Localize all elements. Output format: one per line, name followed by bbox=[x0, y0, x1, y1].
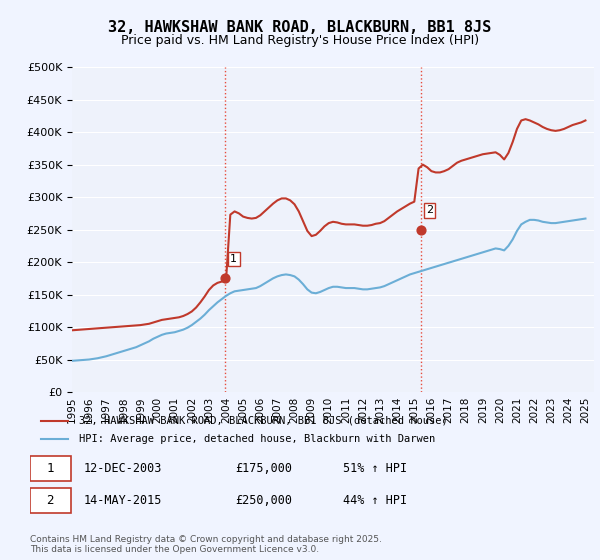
Text: 44% ↑ HPI: 44% ↑ HPI bbox=[343, 494, 407, 507]
Text: Contains HM Land Registry data © Crown copyright and database right 2025.
This d: Contains HM Land Registry data © Crown c… bbox=[30, 535, 382, 554]
FancyBboxPatch shape bbox=[30, 456, 71, 481]
Point bbox=[416, 225, 425, 234]
Text: HPI: Average price, detached house, Blackburn with Darwen: HPI: Average price, detached house, Blac… bbox=[79, 434, 435, 444]
Point bbox=[220, 274, 230, 283]
Text: 51% ↑ HPI: 51% ↑ HPI bbox=[343, 462, 407, 475]
Text: Price paid vs. HM Land Registry's House Price Index (HPI): Price paid vs. HM Land Registry's House … bbox=[121, 34, 479, 46]
Text: 1: 1 bbox=[46, 462, 54, 475]
Text: 1: 1 bbox=[230, 254, 238, 264]
Text: 12-DEC-2003: 12-DEC-2003 bbox=[84, 462, 163, 475]
Text: £175,000: £175,000 bbox=[235, 462, 292, 475]
Text: 2: 2 bbox=[426, 206, 433, 216]
Text: 2: 2 bbox=[46, 494, 54, 507]
Text: 14-MAY-2015: 14-MAY-2015 bbox=[84, 494, 163, 507]
Text: 32, HAWKSHAW BANK ROAD, BLACKBURN, BB1 8JS (detached house): 32, HAWKSHAW BANK ROAD, BLACKBURN, BB1 8… bbox=[79, 416, 448, 426]
Text: 32, HAWKSHAW BANK ROAD, BLACKBURN, BB1 8JS: 32, HAWKSHAW BANK ROAD, BLACKBURN, BB1 8… bbox=[109, 20, 491, 35]
Text: £250,000: £250,000 bbox=[235, 494, 292, 507]
FancyBboxPatch shape bbox=[30, 488, 71, 514]
